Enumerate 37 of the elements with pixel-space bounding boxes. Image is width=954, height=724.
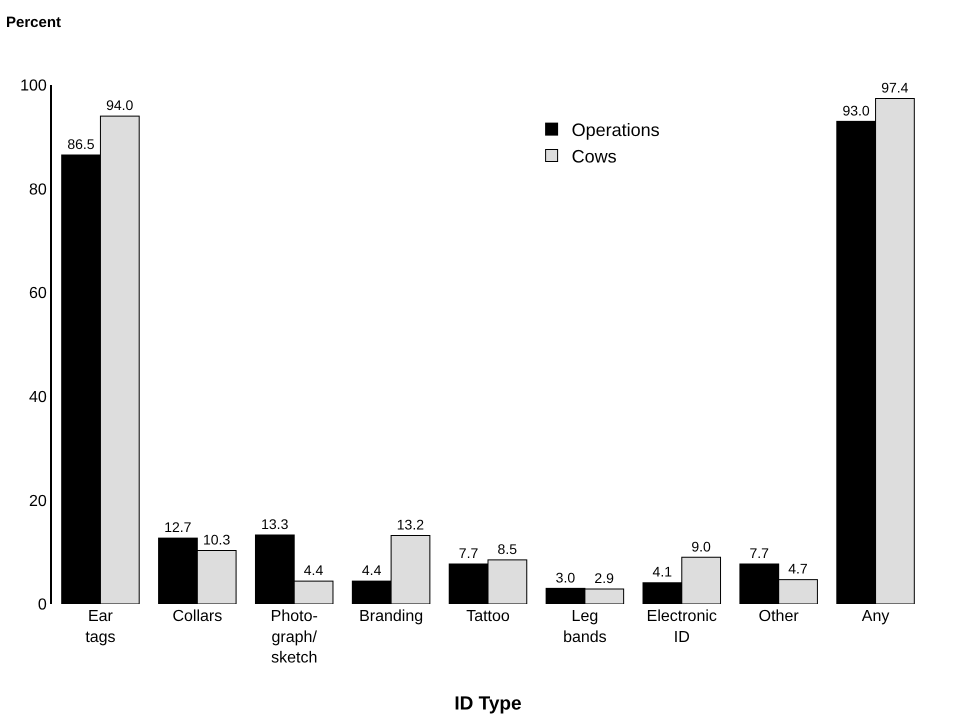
legend-label: Operations	[572, 120, 660, 140]
x-tick-label: Electronic ID	[646, 608, 717, 646]
data-label: 7.7	[458, 545, 478, 562]
data-label: 8.5	[498, 540, 518, 557]
y-tick-label: 0	[38, 596, 47, 614]
y-tick-label: 20	[29, 492, 47, 510]
y-axis-title: Percent	[6, 14, 62, 31]
data-label: 93.0	[842, 102, 870, 118]
x-tick-label: Other	[758, 608, 800, 625]
data-label: 12.7	[164, 519, 192, 536]
x-tick-label: Collars	[172, 608, 222, 625]
legend-label: Cows	[572, 146, 617, 167]
data-label: 3.0	[556, 569, 576, 586]
data-label: 86.5	[67, 136, 95, 152]
data-label: 4.4	[362, 562, 382, 578]
x-tick-label: Photo- graph/ sketch	[270, 608, 318, 667]
y-tick-label: 60	[29, 285, 47, 302]
data-label: 7.7	[749, 545, 770, 562]
y-tick-label: 40	[29, 389, 47, 406]
data-label: 13.2	[396, 516, 424, 532]
y-tick-label: 80	[29, 181, 47, 198]
x-tick-label: Branding	[359, 608, 424, 625]
x-tick-label: Any	[862, 608, 890, 625]
data-label: 4.7	[788, 560, 808, 577]
y-tick-label: 100	[20, 78, 47, 95]
x-tick-label: Tattoo	[466, 608, 510, 625]
x-tick-label: Leg bands	[563, 608, 607, 646]
data-label: 4.1	[652, 564, 672, 580]
data-label: 4.4	[304, 562, 324, 578]
data-label: 2.9	[594, 570, 614, 586]
data-label: 97.4	[881, 79, 909, 96]
x-tick-label: Ear tags	[85, 608, 116, 646]
x-axis-title: ID Type	[454, 693, 522, 714]
data-label: 10.3	[202, 532, 230, 548]
data-label: 94.0	[106, 97, 134, 114]
data-label: 9.0	[691, 538, 711, 554]
data-label: 13.3	[261, 516, 289, 532]
